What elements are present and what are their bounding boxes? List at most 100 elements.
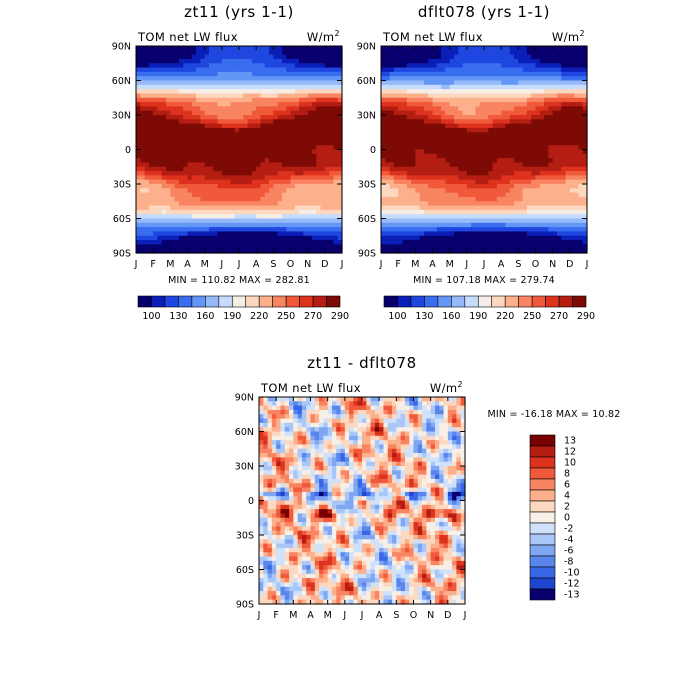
heatmap-cell [509, 102, 515, 107]
heatmap-cell [441, 196, 446, 202]
heatmap-cell [303, 162, 309, 168]
heatmap-cell [449, 140, 455, 146]
heatmap-cell [316, 145, 322, 151]
heatmap-cell [565, 244, 571, 250]
heatmap-cell [505, 54, 511, 60]
heatmap-cell [556, 218, 562, 224]
heatmap-cell [333, 50, 339, 56]
heatmap-cell [260, 205, 266, 211]
heatmap-cell [226, 54, 232, 60]
heatmap-cell [492, 89, 498, 95]
heatmap-cell [466, 132, 472, 138]
heatmap-cell [509, 76, 515, 82]
heatmap-cell [251, 145, 257, 151]
heatmap-cell [411, 179, 416, 185]
heatmap-cell [535, 80, 541, 86]
heatmap-cell [574, 50, 580, 56]
heatmap-cell [466, 244, 472, 250]
heatmap-cell [251, 214, 257, 220]
heatmap-cell [204, 50, 210, 56]
heatmap-cell [208, 153, 214, 159]
heatmap-cell [226, 63, 232, 69]
heatmap-cell [488, 209, 494, 215]
heatmap-cell [475, 67, 481, 73]
heatmap-cell [264, 205, 270, 211]
heatmap-cell [522, 46, 528, 51]
heatmap-cell [544, 110, 549, 116]
heatmap-cell [303, 192, 309, 198]
heatmap-cell [411, 149, 416, 155]
heatmap-cell [445, 214, 451, 220]
heatmap-cell [187, 222, 193, 228]
heatmap-cell [496, 71, 502, 77]
heatmap-cell [324, 222, 330, 228]
heatmap-field-0 [136, 46, 343, 254]
heatmap-cell [436, 201, 442, 207]
heatmap-cell [178, 132, 184, 138]
heatmap-cell [381, 235, 386, 241]
heatmap-cell [475, 145, 481, 151]
heatmap-cell [501, 166, 507, 172]
heatmap-cell [196, 240, 201, 245]
heatmap-cell [299, 192, 304, 198]
heatmap-cell [183, 71, 189, 77]
heatmap-cell [552, 115, 558, 120]
heatmap-cell [140, 89, 146, 95]
heatmap-cell [204, 244, 210, 250]
heatmap-cell [260, 63, 266, 69]
heatmap-cell [552, 227, 558, 233]
heatmap-cell [456, 409, 462, 415]
heatmap-cell [323, 409, 329, 415]
heatmap-cell [569, 119, 575, 125]
heatmap-cell [217, 46, 223, 51]
heatmap-cell [462, 248, 468, 254]
heatmap-cell [170, 119, 176, 125]
heatmap-cell [432, 127, 438, 133]
heatmap-cell [303, 240, 309, 245]
heatmap-cell [329, 132, 335, 138]
heatmap-cell [453, 89, 459, 95]
heatmap-cell [277, 171, 283, 176]
heatmap-cell [428, 231, 434, 237]
heatmap-cell [492, 149, 498, 155]
heatmap-cell [385, 158, 391, 164]
heatmap-cell [471, 179, 477, 185]
heatmap-cell [484, 106, 489, 112]
heatmap-cell [479, 97, 485, 103]
heatmap-cell [196, 179, 201, 185]
heatmap-cell [269, 201, 274, 207]
heatmap-cell [320, 231, 326, 237]
heatmap-cell [471, 84, 477, 90]
heatmap-cell [471, 123, 477, 129]
heatmap-cell [294, 149, 300, 155]
heatmap-cell [496, 63, 502, 69]
heatmap-cell [221, 201, 227, 207]
heatmap-cell [522, 192, 528, 198]
heatmap-cell [234, 196, 240, 202]
heatmap-cell [441, 218, 446, 224]
heatmap-cell [281, 71, 287, 77]
heatmap-cell [453, 235, 459, 241]
heatmap-cell [187, 89, 193, 95]
heatmap-cell [251, 166, 257, 172]
heatmap-cell [178, 196, 184, 202]
heatmap-cell [183, 153, 189, 159]
heatmap-cell [488, 89, 494, 95]
heatmap-cell [183, 171, 189, 176]
heatmap-cell [381, 132, 386, 138]
heatmap-cell [415, 140, 421, 146]
heatmap-cell [333, 196, 339, 202]
heatmap-cell [385, 235, 391, 241]
heatmap-cell [290, 227, 296, 233]
heatmap-cell [226, 145, 232, 151]
heatmap-cell [136, 201, 141, 207]
heatmap-cell [200, 136, 206, 142]
heatmap-cell [574, 119, 580, 125]
heatmap-cell [432, 214, 438, 220]
heatmap-cell [157, 231, 163, 237]
heatmap-cell [556, 175, 562, 181]
heatmap-cell [251, 179, 257, 185]
heatmap-cell [221, 205, 227, 211]
heatmap-cell [290, 140, 296, 146]
heatmap-cell [445, 58, 451, 64]
